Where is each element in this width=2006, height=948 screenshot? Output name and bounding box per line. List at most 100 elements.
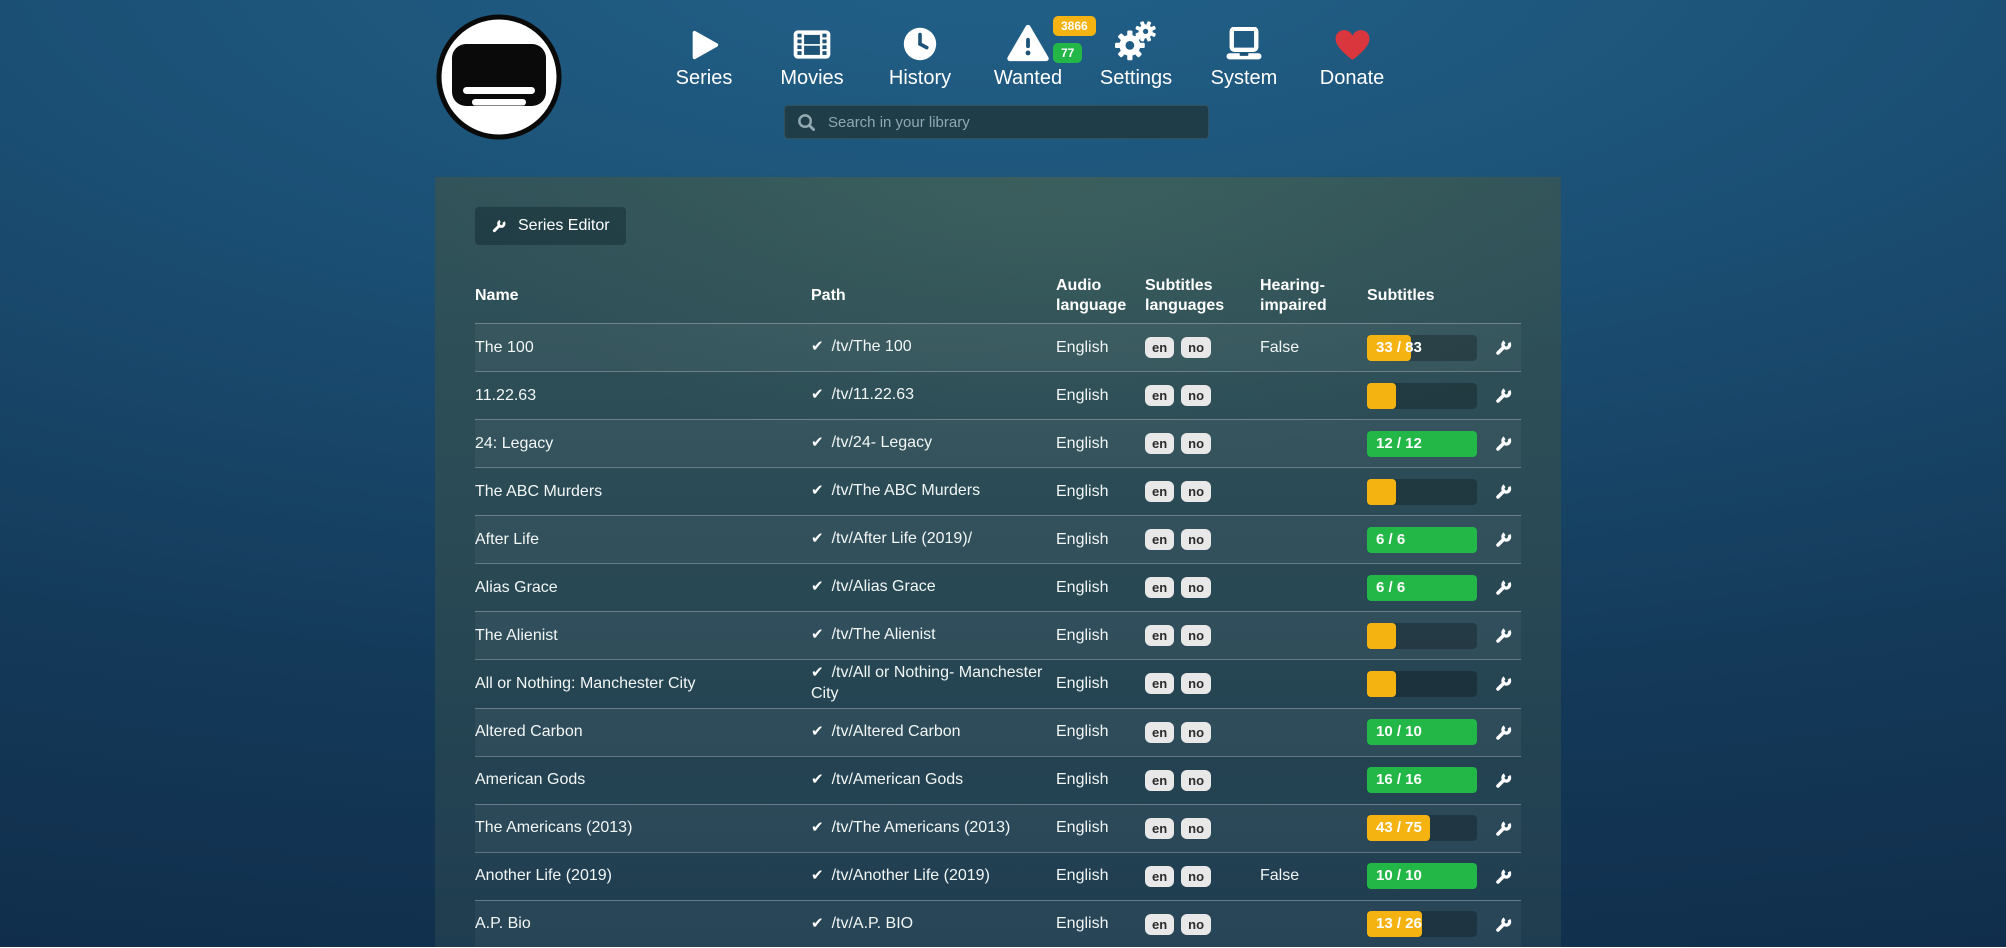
- progress-bar: [1367, 670, 1477, 697]
- progress-fill: [1367, 767, 1477, 794]
- check-icon: ✔: [811, 530, 824, 548]
- subtitles-languages: en no: [1145, 385, 1260, 406]
- language-badge: no: [1181, 625, 1212, 646]
- nav-item-settings[interactable]: Settings: [1100, 16, 1172, 90]
- progress-fill: [1367, 382, 1396, 409]
- edit-series-button[interactable]: [1494, 338, 1513, 357]
- header-subtitles-languages: Subtitles languages: [1145, 277, 1225, 314]
- subtitles-languages: en no: [1145, 865, 1260, 887]
- progress-bar: 10 / 10: [1367, 863, 1477, 890]
- table-body: The 100 ✔/tv/The 100 English en no False …: [475, 323, 1521, 948]
- language-badge: no: [1181, 769, 1212, 791]
- header-hearing-impaired: Hearing-impaired: [1260, 277, 1327, 314]
- series-name: All or Nothing: Manchester City: [475, 674, 696, 692]
- series-path: ✔/tv/American Gods: [811, 770, 964, 788]
- wrench-icon: [1496, 772, 1512, 788]
- subtitles-languages: en no: [1145, 433, 1260, 454]
- table-row: Altered Carbon ✔/tv/Altered Carbon Engli…: [475, 707, 1521, 756]
- progress-bar: [1367, 382, 1477, 409]
- nav-item-donate[interactable]: Donate: [1317, 16, 1387, 90]
- series-path: ✔/tv/The Americans (2013): [811, 818, 1011, 836]
- series-name: 11.22.63: [475, 386, 537, 404]
- language-badge: en: [1145, 337, 1175, 358]
- series-editor-button[interactable]: Series Editor: [475, 207, 626, 245]
- hearing-impaired-value: False: [1260, 338, 1300, 356]
- subtitles-progress: 43 / 75: [1367, 815, 1488, 842]
- table-row: The ABC Murders ✔/tv/The ABC Murders Eng…: [475, 467, 1521, 515]
- check-icon: ✔: [811, 866, 824, 884]
- check-icon: ✔: [811, 770, 824, 788]
- audio-language: English: [1056, 578, 1109, 596]
- series-name: The Alienist: [475, 626, 558, 644]
- wrench-icon: [1496, 579, 1512, 595]
- progress-label: 6 / 6: [1376, 530, 1406, 548]
- audio-language: English: [1056, 626, 1109, 644]
- audio-language: English: [1056, 530, 1109, 548]
- table-row: All or Nothing: Manchester City ✔/tv/All…: [475, 659, 1521, 708]
- series-editor-label: Series Editor: [518, 217, 610, 234]
- audio-language: English: [1056, 867, 1109, 885]
- nav-item-history[interactable]: History: [885, 16, 955, 90]
- progress-bar: 6 / 6: [1367, 526, 1477, 553]
- series-name: The Americans (2013): [475, 819, 633, 837]
- table-row: The Alienist ✔/tv/The Alienist English e…: [475, 611, 1521, 659]
- edit-series-button[interactable]: [1494, 819, 1513, 838]
- film-icon: [792, 16, 832, 62]
- edit-series-button[interactable]: [1494, 771, 1513, 790]
- table-row: 11.22.63 ✔/tv/11.22.63 English en no: [475, 371, 1521, 419]
- series-name: 24: Legacy: [475, 434, 554, 452]
- nav-item-wanted[interactable]: Wanted 3866 77: [993, 16, 1096, 90]
- progress-fill: [1367, 719, 1477, 746]
- app-logo[interactable]: [435, 13, 563, 141]
- nav-item-series[interactable]: Series: [669, 16, 739, 90]
- series-path: ✔/tv/The 100: [811, 338, 912, 356]
- language-badge: en: [1145, 721, 1175, 743]
- header-name: Name: [475, 287, 519, 304]
- subtitles-progress: 16 / 16: [1367, 767, 1488, 794]
- language-badge: en: [1145, 385, 1175, 406]
- series-name: American Gods: [475, 771, 586, 789]
- search-input[interactable]: [826, 112, 1196, 132]
- series-path: ✔/tv/A.P. BIO: [811, 914, 914, 932]
- progress-bar: 16 / 16: [1367, 767, 1477, 794]
- subtitles-languages: en no: [1145, 529, 1260, 550]
- nav-item-system[interactable]: System: [1209, 16, 1279, 90]
- progress-fill: [1367, 815, 1430, 842]
- progress-label: 43 / 75: [1376, 819, 1422, 837]
- play-icon: [687, 16, 721, 62]
- language-badge: en: [1145, 433, 1175, 454]
- table-row: A.P. Bio ✔/tv/A.P. BIO English en no 13 /…: [475, 899, 1521, 948]
- series-path: ✔/tv/Alias Grace: [811, 578, 936, 596]
- subtitles-languages: en no: [1145, 817, 1260, 839]
- edit-series-button[interactable]: [1494, 530, 1513, 549]
- edit-series-button[interactable]: [1494, 915, 1513, 934]
- edit-series-button[interactable]: [1494, 434, 1513, 453]
- content-panel: Series Editor Name Path Audio language S…: [435, 177, 1561, 948]
- header-audio-language: Audio language: [1056, 277, 1127, 314]
- check-icon: ✔: [811, 626, 824, 644]
- nav-label: History: [888, 67, 952, 89]
- edit-series-button[interactable]: [1494, 723, 1513, 742]
- language-badge: en: [1145, 625, 1175, 646]
- progress-fill: [1367, 670, 1396, 697]
- edit-series-button[interactable]: [1494, 674, 1513, 693]
- subtitles-progress: 6 / 6: [1367, 574, 1488, 601]
- nav-label: Donate: [1319, 67, 1385, 89]
- progress-bar: 33 / 83: [1367, 334, 1477, 361]
- edit-series-button[interactable]: [1494, 386, 1513, 405]
- series-path: ✔/tv/11.22.63: [811, 386, 915, 404]
- language-badge: no: [1181, 385, 1212, 406]
- edit-series-button[interactable]: [1494, 626, 1513, 645]
- series-path: ✔/tv/Altered Carbon: [811, 722, 961, 740]
- series-name: The 100: [475, 338, 534, 356]
- edit-series-button[interactable]: [1494, 578, 1513, 597]
- subtitles-languages: en no: [1145, 625, 1260, 646]
- header-subtitles: Subtitles: [1367, 287, 1435, 304]
- nav-item-movies[interactable]: Movies: [777, 16, 847, 90]
- edit-series-button[interactable]: [1494, 867, 1513, 886]
- progress-fill: [1367, 863, 1477, 890]
- progress-fill: [1367, 478, 1396, 505]
- wrench-icon: [1496, 676, 1512, 692]
- edit-series-button[interactable]: [1494, 482, 1513, 501]
